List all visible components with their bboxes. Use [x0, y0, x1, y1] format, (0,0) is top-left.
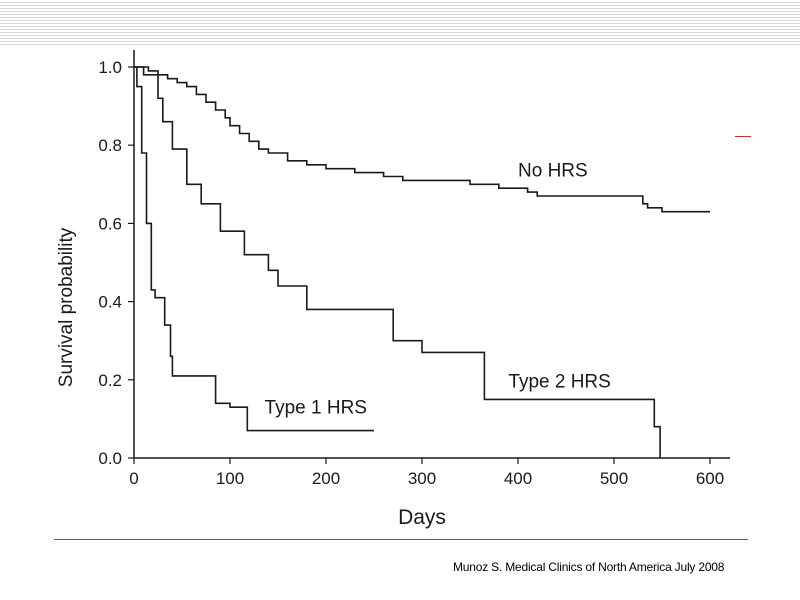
x-tick-label: 300	[408, 469, 436, 488]
series-type-2-hrs	[134, 66, 661, 458]
y-tick-label: 0.8	[98, 136, 122, 155]
x-tick-label: 100	[216, 469, 244, 488]
y-tick-label: 0.4	[98, 293, 122, 312]
label-type-2-hrs: Type 2 HRS	[508, 372, 610, 393]
x-tick-label: 400	[504, 469, 532, 488]
chart-labels: Days Survival probability No HRS Type 2 HRS…	[56, 160, 611, 529]
bottom-rule	[54, 539, 748, 540]
y-tick-label: 0.2	[98, 371, 122, 390]
chart-svg: 0 100 200 300 400 500 600 0.0 0.2 0.4 0.6 0.8 1.0 Da…	[56, 50, 730, 529]
series-no-hrs	[134, 66, 710, 213]
y-tick-label: 0.6	[98, 214, 122, 233]
y-tick-label: 0.0	[98, 449, 122, 468]
label-type-1-hrs: Type 1 HRS	[265, 397, 367, 418]
x-axis-title: Days	[398, 506, 446, 529]
x-tick-label: 200	[312, 469, 340, 488]
x-tick-label: 0	[129, 469, 138, 488]
survival-chart: 0 100 200 300 400 500 600 0.0 0.2 0.4 0.6 0.8 1.0 Da…	[54, 47, 734, 535]
x-tick-label: 500	[600, 469, 628, 488]
y-axis-title: Survival probability	[56, 227, 77, 387]
citation-text: Munoz S. Medical Clinics of North Americ…	[453, 560, 725, 574]
series-lines	[134, 66, 710, 458]
top-rule	[735, 136, 751, 137]
label-no-hrs: No HRS	[518, 160, 588, 181]
y-tick-label: 1.0	[98, 58, 122, 77]
axes: 0 100 200 300 400 500 600 0.0 0.2 0.4 0.6 0.8 1.0	[98, 50, 730, 488]
x-tick-label: 600	[696, 469, 724, 488]
series-type-1-hrs	[134, 66, 374, 432]
